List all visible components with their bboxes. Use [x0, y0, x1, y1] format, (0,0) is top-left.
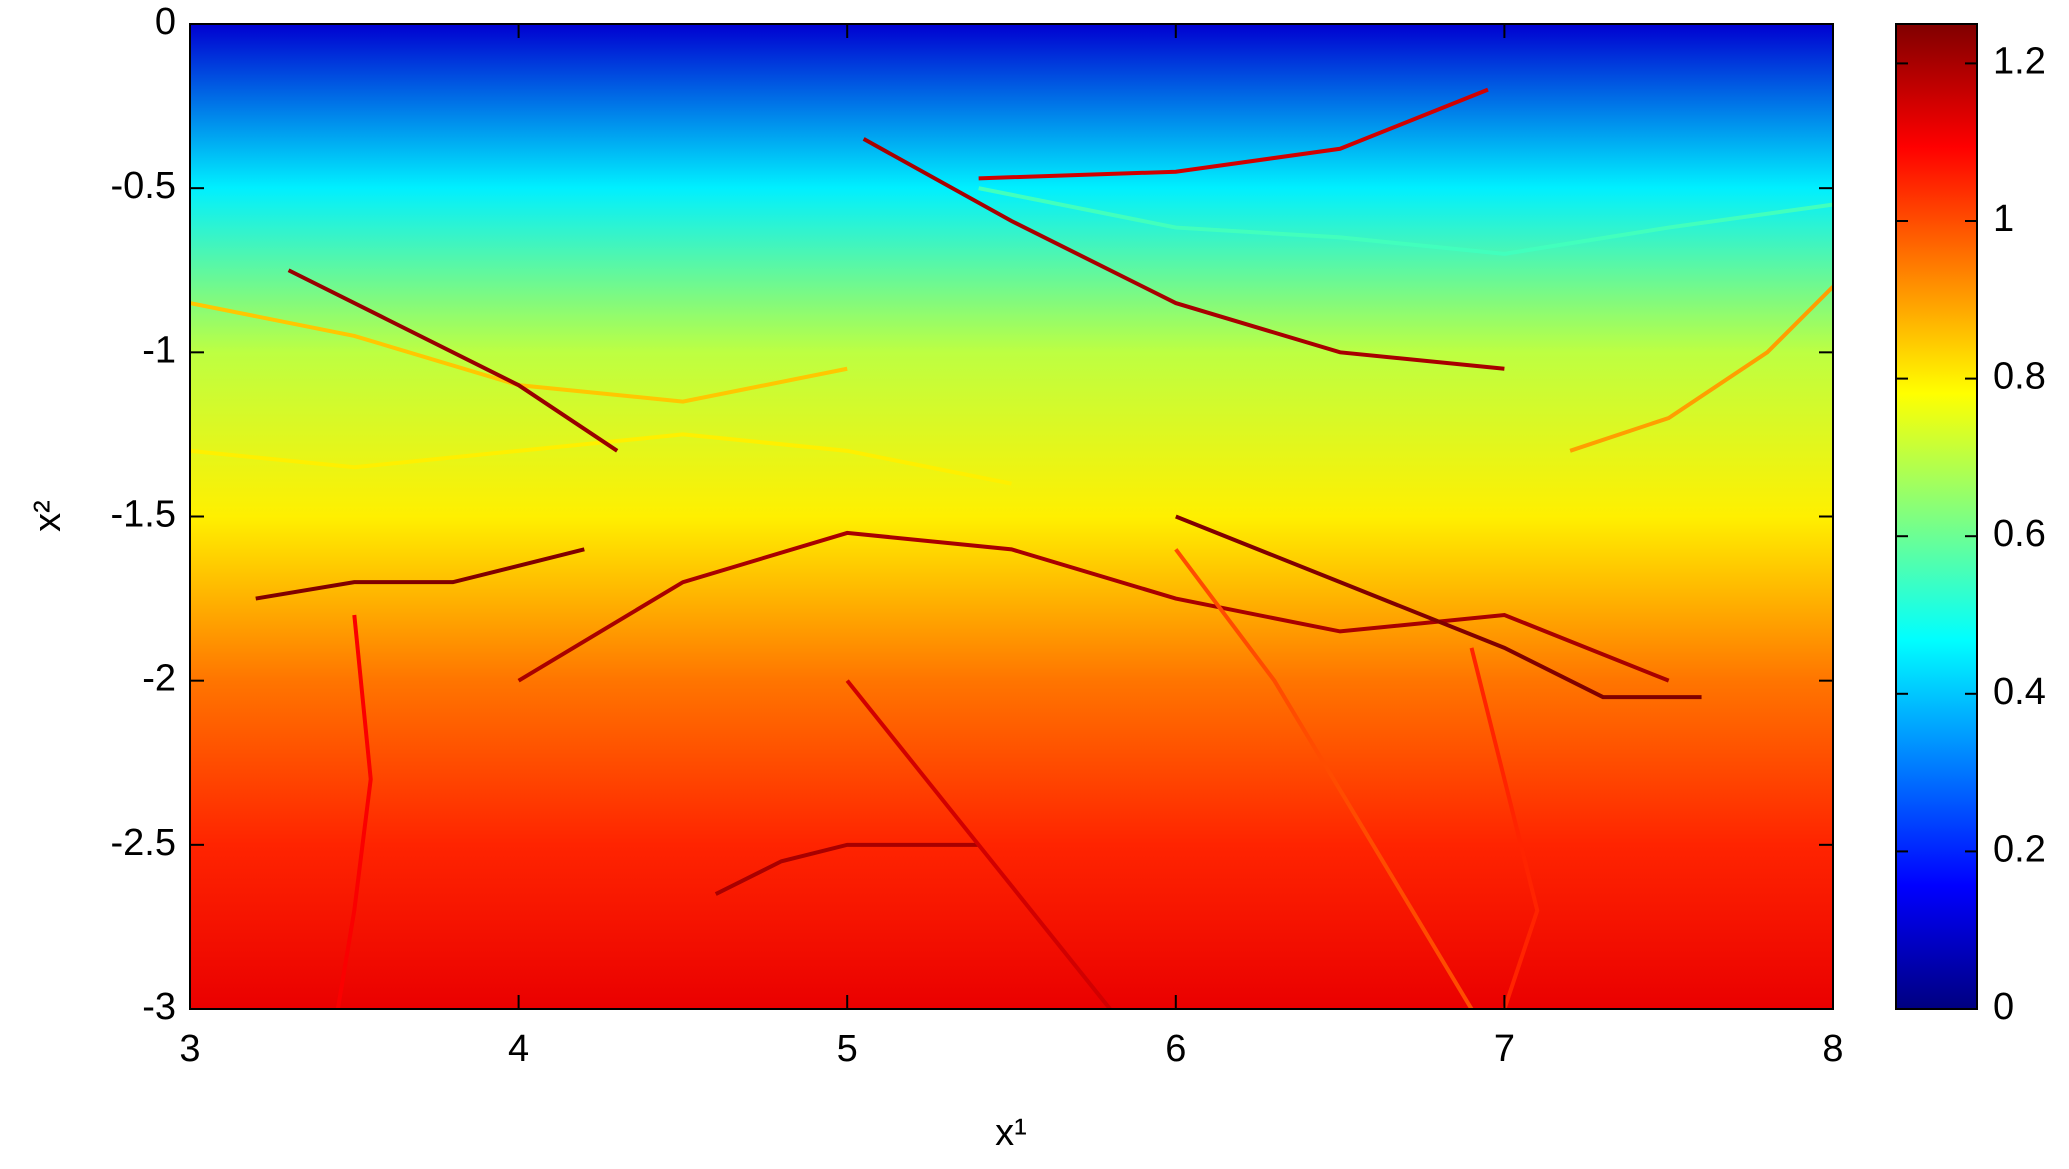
colorbar-tick-label: 1.2: [1993, 40, 2046, 82]
colorbar-tick-label: 0.4: [1993, 671, 2046, 713]
trajectory: [255, 547, 585, 601]
y-tick-label: -0.5: [111, 165, 176, 207]
trajectory: [1569, 285, 1833, 453]
colorbar-tick-label: 0.6: [1993, 513, 2046, 555]
y-tick-label: -1: [142, 329, 176, 371]
colorbar-tick-label: 0.2: [1993, 828, 2046, 870]
x-tick-label: 3: [179, 1028, 200, 1070]
x-tick-label: 4: [508, 1028, 529, 1070]
trajectory: [978, 186, 1833, 256]
trajectories: [190, 87, 1833, 1009]
trajectory: [1469, 647, 1540, 1009]
plot-background: [190, 24, 1833, 1009]
y-tick-label: 0: [155, 1, 176, 43]
colorbar: [1895, 23, 1978, 1010]
colorbar-tick-label: 0.8: [1993, 356, 2046, 398]
x-tick-label: 5: [837, 1028, 858, 1070]
colorbar-tick-label: 0: [1993, 986, 2014, 1028]
trajectory: [714, 842, 979, 896]
y-tick-label: -1.5: [111, 494, 176, 536]
trajectory: [978, 87, 1489, 181]
trajectory: [845, 679, 1112, 1009]
x-tick-label: 8: [1822, 1028, 1843, 1070]
trajectory: [517, 530, 1670, 683]
y-axis-label: x²: [27, 500, 69, 532]
x-tick-label: 6: [1165, 1028, 1186, 1070]
y-tick-label: -2: [142, 658, 176, 700]
trajectory: [190, 432, 1012, 486]
trajectory: [1175, 514, 1702, 700]
trajectory: [335, 614, 373, 1009]
y-tick-label: -3: [142, 986, 176, 1028]
x-tick-label: 7: [1494, 1028, 1515, 1070]
trajectory: [287, 268, 619, 453]
trajectory: [1174, 548, 1474, 1009]
colorbar-tick-label: 1: [1993, 198, 2014, 240]
x-axis-label: x¹: [995, 1112, 1027, 1154]
trajectory: [862, 137, 1505, 371]
y-tick-label: -2.5: [111, 822, 176, 864]
